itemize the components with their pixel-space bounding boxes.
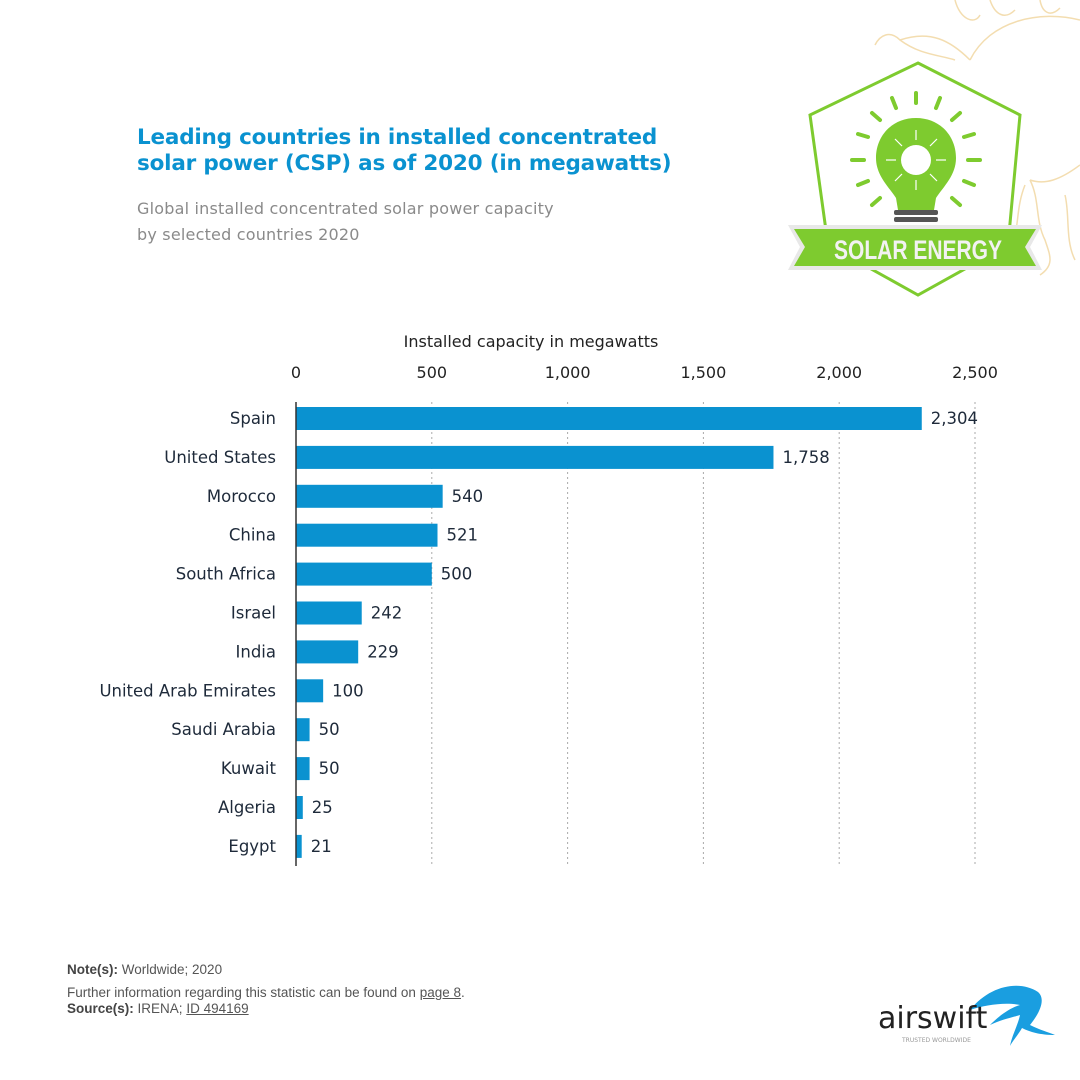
bar (296, 601, 362, 625)
bars (296, 407, 922, 858)
category-label: Israel (231, 604, 276, 623)
category-label: Spain (230, 409, 276, 428)
category-labels: Spain United States Morocco China South Afri… (99, 409, 276, 856)
x-tick-label: 2,500 (952, 363, 998, 382)
info-text: Further information regarding this stati… (67, 985, 416, 1000)
category-label: Algeria (218, 798, 276, 817)
brand-name: airswift (878, 1001, 988, 1036)
note-text: Worldwide; 2020 (121, 962, 223, 977)
source-label: Source(s): (67, 1001, 134, 1016)
x-tick-labels: 0 500 1,000 1,500 2,000 2,500 (291, 363, 998, 382)
bar (296, 718, 310, 742)
source-id-link[interactable]: ID 494169 (186, 1001, 249, 1016)
value-label: 25 (312, 798, 333, 817)
source-line: Source(s): IRENA; ID 494169 (67, 999, 465, 1018)
brand-tagline: TRUSTED WORLDWIDE (901, 1037, 971, 1044)
subtitle-line-1: Global installed concentrated solar powe… (137, 199, 554, 218)
value-label: 100 (332, 681, 364, 700)
category-label: South Africa (176, 565, 276, 584)
info-end: . (461, 985, 465, 1000)
category-label: Kuwait (221, 759, 277, 778)
bar (296, 640, 359, 664)
x-tick-label: 2,000 (816, 363, 862, 382)
value-labels: 2,304 1,758 540 521 500 242 229 100 50 50 25 21 (311, 409, 978, 856)
bar (296, 796, 303, 819)
value-label: 50 (319, 720, 340, 739)
title-line-1: Leading countries in installed concentra… (137, 125, 658, 150)
value-label: 50 (319, 759, 340, 778)
solar-energy-badge: SOLAR ENERGY (788, 0, 1080, 297)
category-label: Egypt (228, 837, 276, 856)
value-label: 1,758 (782, 448, 829, 467)
info-line: Further information regarding this stati… (67, 983, 465, 1002)
bar (296, 407, 922, 430)
value-label: 242 (371, 604, 403, 623)
value-label: 2,304 (931, 409, 978, 428)
category-label: Morocco (207, 487, 276, 506)
value-label: 540 (452, 487, 484, 506)
x-tick-label: 0 (291, 363, 301, 382)
title-line-2: solar power (CSP) as of 2020 (in megawat… (137, 151, 672, 176)
value-label: 500 (441, 565, 473, 584)
bar (296, 523, 438, 547)
x-axis-label: Installed capacity in megawatts (404, 332, 659, 351)
note-line: Note(s): Worldwide; 2020 (67, 960, 465, 979)
footer-notes: Note(s): Worldwide; 2020 Further informa… (67, 960, 465, 1018)
gridlines (431, 402, 976, 866)
subtitle-line-2: by selected countries 2020 (137, 225, 360, 244)
category-label: United Arab Emirates (99, 681, 276, 700)
chart-subtitle: Global installed concentrated solar powe… (137, 196, 737, 248)
x-tick-label: 500 (417, 363, 448, 382)
category-label: China (229, 526, 276, 545)
category-label: India (236, 642, 277, 661)
x-tick-label: 1,500 (680, 363, 726, 382)
airswift-logo: airswift TRUSTED WORLDWIDE (878, 985, 1055, 1046)
value-label: 21 (311, 837, 332, 856)
value-label: 229 (367, 642, 399, 661)
page-link[interactable]: page 8 (419, 985, 461, 1000)
bar (296, 834, 302, 858)
x-tick-label: 1,000 (545, 363, 591, 382)
bar-chart: Installed capacity in megawatts 0 500 1,00… (99, 332, 998, 866)
swift-bird-icon (970, 985, 1055, 1046)
category-label: United States (164, 448, 276, 467)
bar (296, 484, 443, 508)
lightbulb-icon (850, 91, 982, 222)
bar (296, 679, 324, 703)
bar (296, 562, 432, 586)
source-text: IRENA; (137, 1001, 183, 1016)
bar (296, 445, 774, 469)
value-label: 521 (447, 526, 479, 545)
category-label: Saudi Arabia (171, 720, 276, 739)
badge-text: SOLAR ENERGY (834, 235, 1002, 265)
bar (296, 757, 310, 781)
chart-title: Leading countries in installed concentra… (137, 125, 777, 177)
note-label: Note(s): (67, 962, 118, 977)
